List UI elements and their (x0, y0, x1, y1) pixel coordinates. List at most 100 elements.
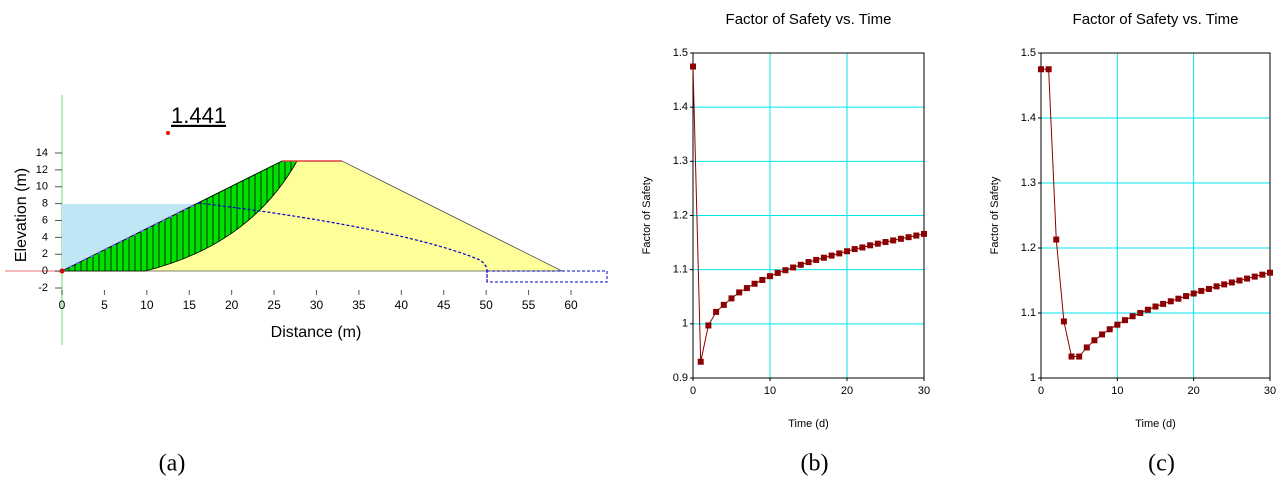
point (1198, 287, 1205, 294)
plot-frame (1040, 52, 1271, 379)
y-tick-label: 1.1 (1021, 307, 1036, 319)
point (713, 308, 720, 315)
y-tick-label: 8 (42, 198, 48, 210)
x-tick-label: 0 (690, 385, 696, 397)
point (1190, 290, 1197, 297)
y-axis-label: Elevation (m) (13, 168, 30, 262)
y-tick-label: 12 (36, 164, 48, 176)
factor-of-safety-label: 1.441 (171, 103, 226, 128)
point (1053, 236, 1060, 243)
point (1183, 293, 1190, 300)
y-tick-label: 6 (42, 214, 48, 226)
point (1129, 313, 1136, 320)
point (851, 246, 858, 253)
point (1060, 318, 1067, 325)
point (767, 273, 773, 280)
chart-title: Factor of Safety vs. Time (726, 11, 892, 28)
x-axis-label: Distance (m) (271, 324, 362, 341)
x-tick-label: 45 (437, 298, 451, 312)
point (1213, 283, 1220, 290)
point (774, 269, 781, 276)
x-tick-label: 10 (140, 298, 154, 312)
x-tick-label: 15 (183, 298, 197, 312)
point (1267, 269, 1273, 276)
caption: (c) (1148, 451, 1175, 477)
x-tick-label: 20 (841, 385, 853, 397)
y-tick-label: 14 (36, 147, 48, 159)
point (1175, 295, 1182, 302)
y-tick-label: 1.4 (673, 101, 688, 113)
point (790, 264, 797, 271)
point (813, 256, 820, 263)
point (882, 239, 889, 246)
drain (486, 270, 608, 283)
y-tick-label: 1 (1030, 372, 1036, 384)
point (921, 230, 927, 237)
point (836, 250, 843, 257)
series-line (692, 66, 925, 362)
point (705, 322, 712, 329)
point (1091, 337, 1098, 344)
y-tick-label: 2 (42, 248, 48, 260)
x-tick-label: 30 (1264, 385, 1276, 397)
x-tick-label: 50 (479, 298, 493, 312)
point (690, 63, 696, 70)
dam-section (5, 95, 608, 345)
point (697, 358, 704, 365)
point (1251, 273, 1258, 280)
point (820, 254, 827, 261)
point (890, 237, 897, 244)
point (874, 240, 881, 247)
point (1068, 353, 1075, 360)
y-tick-label: 1.2 (1021, 242, 1036, 254)
x-tick-label: 10 (764, 385, 776, 397)
caption: (a) (159, 451, 186, 477)
point (859, 244, 866, 251)
y-tick-label: 1.3 (1021, 177, 1036, 189)
y-tick-label: 4 (42, 231, 48, 243)
x-tick-label: 25 (267, 298, 281, 312)
point (1045, 66, 1052, 73)
x-tick-label: 10 (1111, 385, 1123, 397)
y-tick-label: 0 (42, 265, 48, 277)
point (1228, 279, 1235, 286)
point (728, 295, 735, 302)
point (1137, 310, 1144, 316)
x-axis-label: Time (d) (1135, 418, 1176, 430)
point (1259, 271, 1266, 278)
y-tick-label: 1 (682, 318, 688, 330)
x-tick-label: 5 (101, 298, 108, 312)
x-tick-label: 20 (1188, 385, 1200, 397)
point (1038, 66, 1044, 73)
y-axis-label: Factor of Safety (641, 176, 653, 254)
caption: (b) (801, 451, 829, 477)
y-tick-label: 0.9 (673, 372, 688, 384)
point (1144, 306, 1151, 313)
y-tick-label: 1.3 (673, 155, 688, 167)
point (1083, 344, 1090, 351)
x-axis-label: Time (d) (788, 418, 829, 430)
x-tick-label: 30 (310, 298, 324, 312)
y-tick-label: 1.4 (1021, 112, 1036, 124)
x-tick-label: 55 (522, 298, 536, 312)
point (782, 267, 789, 274)
x-tick-label: 0 (1038, 385, 1044, 397)
plot-frame (692, 52, 925, 379)
point (1167, 298, 1174, 305)
slip-center (166, 131, 170, 135)
slip-mass (61, 160, 298, 272)
x-tick-label: 60 (564, 298, 578, 312)
y-tick-label: 1.2 (673, 209, 688, 221)
y-tick-label: 10 (36, 181, 48, 193)
point (867, 242, 874, 249)
point (844, 248, 850, 255)
point (1160, 300, 1167, 307)
x-tick-label: 20 (225, 298, 239, 312)
point (1205, 285, 1212, 292)
point (1114, 321, 1121, 328)
point (805, 259, 812, 266)
point (797, 261, 804, 268)
point (1076, 353, 1083, 360)
x-tick-label: 30 (918, 385, 930, 397)
